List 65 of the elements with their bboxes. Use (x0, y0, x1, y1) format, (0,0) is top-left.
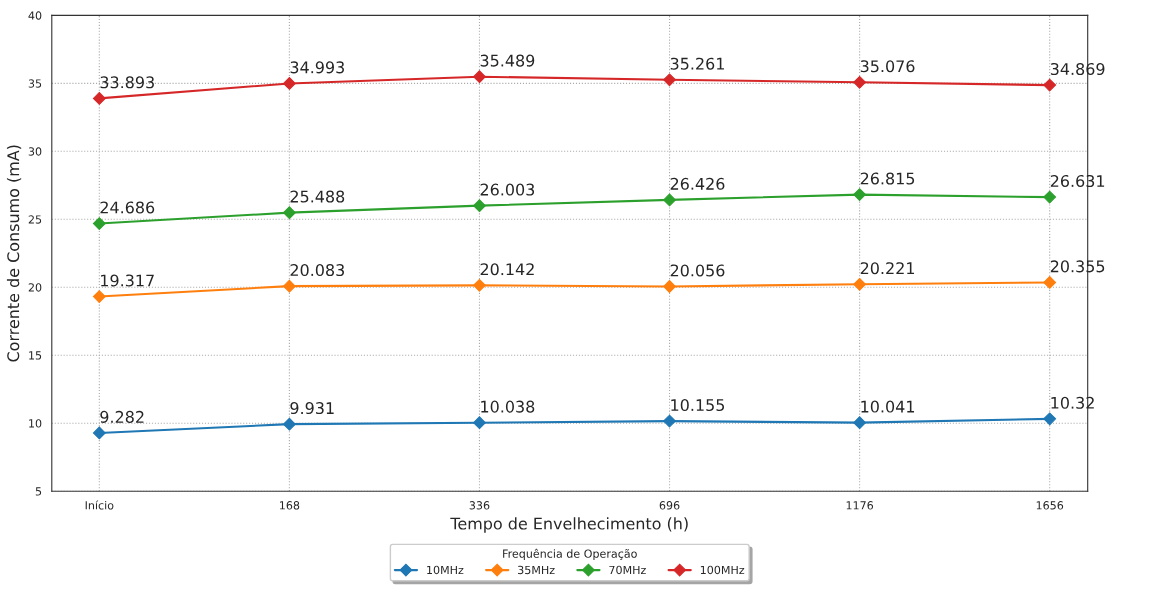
point (282, 417, 296, 431)
data-label: 19.317 (101, 274, 154, 287)
y-tick-label: 40 (28, 11, 42, 20)
data-label: 34.993 (290, 61, 344, 74)
legend-title: Frequência de Operação (503, 548, 637, 560)
legend-label: 70MHz (609, 565, 646, 575)
data-label: 24.686 (100, 201, 155, 214)
data-label: 10.038 (481, 400, 535, 413)
legend-label: 100MHz (700, 565, 745, 575)
data-label: 26.815 (860, 172, 915, 185)
point (473, 416, 486, 430)
point (473, 278, 486, 292)
legend-label: 10MHz (427, 565, 464, 575)
data-label: 20.142 (480, 263, 534, 276)
data-label: 26.003 (480, 183, 535, 196)
y-tick-label: 10 (29, 419, 42, 428)
point (473, 70, 486, 84)
y-axis-title: Corrente de Consumo (mA) (6, 145, 22, 362)
point (663, 73, 676, 87)
x-tick-label: 1656 (1036, 501, 1064, 510)
data-label: 9.931 (290, 402, 334, 415)
data-label: 10.041 (861, 400, 915, 413)
data-label: 25.488 (290, 190, 345, 203)
x-tick-label: 696 (659, 501, 680, 510)
data-label: 20.083 (290, 264, 344, 277)
point (1043, 412, 1057, 426)
point (853, 416, 867, 430)
point (92, 91, 106, 105)
point (473, 199, 486, 213)
point (663, 193, 676, 207)
point (92, 426, 106, 440)
y-tick-label: 25 (28, 215, 42, 224)
point (853, 75, 867, 89)
x-tick-label: 336 (469, 501, 490, 510)
point (853, 188, 867, 202)
x-tick-label: Início (85, 500, 114, 510)
point (282, 77, 296, 90)
point (1043, 190, 1057, 204)
point (1043, 78, 1057, 92)
data-label: 35.489 (480, 54, 535, 67)
point (92, 217, 106, 230)
y-tick-label: 5 (35, 487, 42, 496)
point (92, 290, 106, 303)
data-label: 20.056 (670, 264, 725, 277)
y-tick-label: 20 (28, 283, 42, 292)
data-label: 26.426 (670, 177, 725, 190)
x-axis-title: Tempo de Envelhecimento (h) (450, 517, 688, 533)
data-label: 33.893 (100, 76, 154, 89)
data-label: 10.155 (671, 398, 725, 412)
point (282, 279, 296, 293)
x-tick-label: 1176 (846, 501, 874, 510)
point (853, 277, 867, 291)
point (663, 280, 676, 293)
data-label: 35.261 (670, 57, 724, 70)
y-tick-label: 15 (29, 351, 42, 360)
data-label: 9.282 (100, 410, 144, 423)
data-label: 20.221 (860, 262, 915, 275)
y-tick-label: 35 (28, 79, 42, 88)
legend-label: 35MHz (518, 565, 555, 575)
point (663, 414, 676, 428)
point (282, 206, 296, 220)
y-tick-label: 30 (28, 147, 42, 156)
point (1043, 276, 1057, 289)
x-tick-label: 168 (280, 501, 300, 510)
data-label: 35.076 (860, 60, 915, 73)
